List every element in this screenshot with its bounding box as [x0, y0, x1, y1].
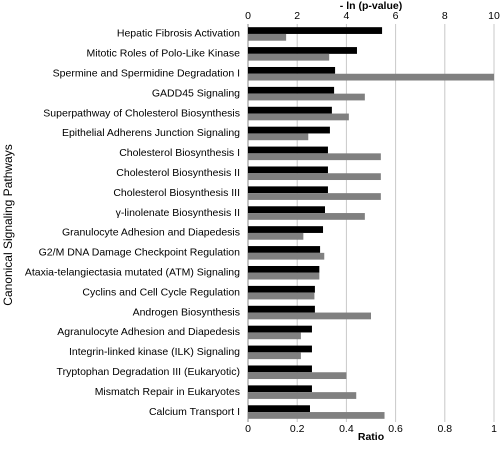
x-tick-label: 0.4: [339, 423, 354, 435]
bar: [248, 206, 325, 214]
y-tick-label: Androgen Biosynthesis: [133, 306, 240, 318]
bar: [248, 173, 381, 181]
bar: [248, 385, 312, 393]
bar: [248, 372, 347, 380]
y-tick-label: Integrin-linked kinase (ILK) Signaling: [69, 346, 240, 358]
bar: [248, 392, 357, 399]
y-tick-label: Epithelial Adherens Junction Signaling: [62, 127, 240, 139]
y-tick-label: Mismatch Repair in Eukaryotes: [95, 386, 240, 398]
y-tick-label: Granulocyte Adhesion and Diapedesis: [62, 227, 240, 239]
y-tick-label: Tryptophan Degradation III (Eukaryotic): [57, 366, 240, 378]
y-tick-label: Superpathway of Cholesterol Biosynthesis: [43, 107, 240, 119]
y-tick-label: Cholesterol Biosynthesis II: [116, 167, 240, 179]
bar: [248, 146, 328, 154]
bar: [248, 246, 321, 253]
y-tick-label: γ-linolenate Biosynthesis II: [116, 207, 240, 219]
bar: [248, 285, 315, 293]
bar: [248, 186, 328, 194]
bar: [248, 126, 330, 134]
bar: [248, 345, 312, 353]
bar: [248, 53, 330, 61]
x2-tick-label: 10: [488, 10, 500, 22]
y-tick-label: Spermine and Spermidine Degradation I: [53, 68, 240, 80]
y-tick-label: Mitotic Roles of Polo-Like Kinase: [87, 48, 241, 60]
x-tick-label: 0.2: [290, 423, 305, 435]
x2-axis-title: - ln (p-value): [340, 0, 402, 12]
x-axis-title: Ratio: [358, 431, 384, 443]
y-axis-title: Canonical Signaling Pathways: [1, 144, 15, 305]
bar: [248, 93, 365, 101]
bar: [248, 405, 310, 413]
bar: [248, 365, 312, 373]
x-tick-label: 0: [245, 423, 251, 435]
x-tick-label: 0.6: [388, 423, 403, 435]
bar: [248, 292, 315, 300]
y-tick-label: Hepatic Fibrosis Activation: [117, 28, 240, 40]
x2-tick-label: 2: [294, 10, 300, 22]
x2-tick-label: 4: [343, 10, 349, 22]
y-tick-label: GADD45 Signaling: [152, 87, 240, 99]
bar: [248, 412, 385, 419]
bar: [248, 47, 357, 54]
x-tick-label: 0.8: [437, 423, 452, 435]
y-tick-label: Cyclins and Cell Cycle Regulation: [82, 286, 240, 298]
bar: [248, 312, 371, 320]
x2-tick-label: 6: [393, 10, 399, 22]
bar: [248, 66, 336, 74]
x2-tick-label: 8: [442, 10, 448, 22]
y-tick-label: Calcium Transport I: [149, 406, 240, 418]
bar: [248, 252, 325, 260]
y-tick-label: Cholesterol Biosynthesis III: [113, 187, 240, 199]
bar: [248, 153, 381, 161]
bar: [248, 133, 309, 141]
bar: [248, 332, 301, 340]
bar: [248, 27, 383, 34]
y-tick-label: Cholesterol Biosynthesis I: [119, 147, 240, 159]
bar: [248, 232, 304, 240]
bar: [248, 213, 365, 220]
x-tick-label: 1: [491, 423, 497, 435]
y-tick-label: Agranulocyte Adhesion and Diapedesis: [57, 326, 240, 338]
bar: [248, 33, 287, 41]
bar: [248, 166, 328, 174]
bar: [248, 305, 315, 313]
bar: [248, 86, 335, 94]
bar: [248, 325, 312, 333]
bar: [248, 352, 301, 360]
bar: [248, 226, 324, 233]
bar: [248, 265, 320, 273]
bar: [248, 106, 332, 114]
bar: [248, 193, 381, 200]
y-tick-label: Ataxia-telangiectasia mutated (ATM) Sign…: [25, 267, 240, 279]
y-tick-label: G2/M DNA Damage Checkpoint Regulation: [39, 247, 241, 259]
bar: [248, 113, 349, 121]
bar: [248, 73, 494, 81]
x2-tick-label: 0: [245, 10, 251, 22]
bar: [248, 272, 320, 280]
